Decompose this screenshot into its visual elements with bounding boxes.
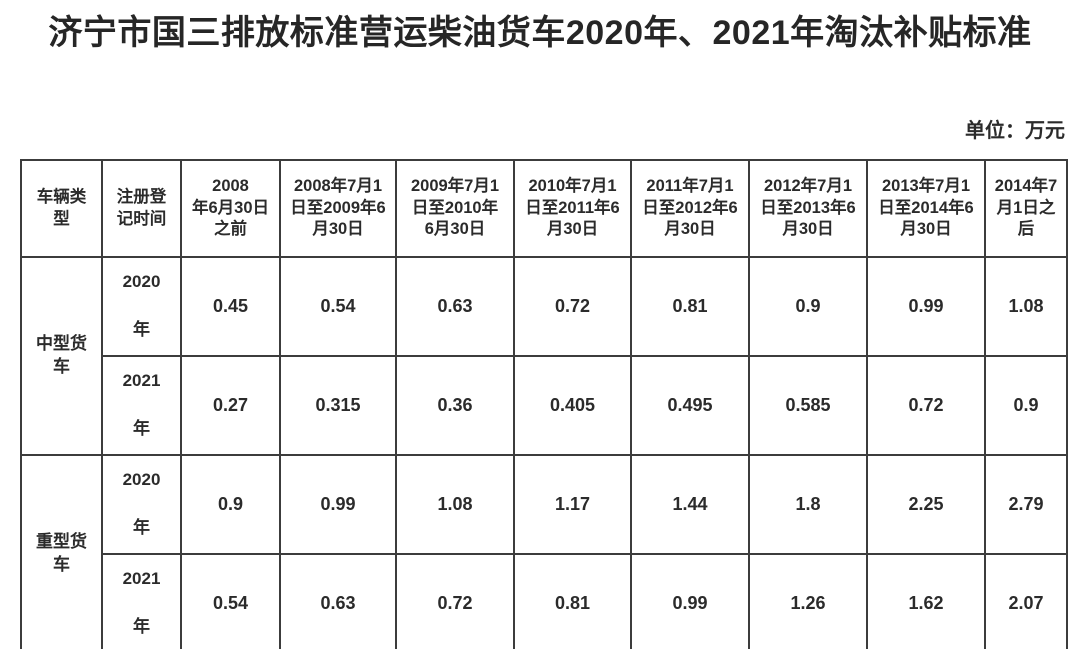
subsidy-value: 1.62	[866, 552, 986, 649]
table-row-medium-2021: 2021 年 0.27 0.315 0.36 0.405 0.495 0.585…	[21, 354, 1068, 456]
subsidy-value: 0.63	[395, 256, 515, 357]
header-period-8: 2014年7 月1日之 后	[984, 159, 1068, 258]
vehicle-type-heavy-truck: 重型货 车	[20, 453, 103, 649]
subsidy-value: 1.26	[748, 552, 868, 649]
registration-year-2020: 2020 年	[101, 453, 182, 555]
table-row-heavy-2021: 2021 年 0.54 0.63 0.72 0.81 0.99 1.26 1.6…	[21, 552, 1068, 649]
header-period-2: 2008年7月1 日至2009年6 月30日	[279, 159, 397, 258]
registration-year-2021: 2021 年	[101, 354, 182, 456]
subsidy-value: 1.8	[748, 453, 868, 555]
subsidy-value: 2.79	[984, 453, 1068, 555]
subsidy-table: 车辆类 型 注册登 记时间 2008 年6月30日 之前 2008年7月1 日至…	[20, 159, 1068, 649]
header-period-4: 2010年7月1 日至2011年6 月30日	[513, 159, 632, 258]
subsidy-value: 0.81	[630, 256, 750, 357]
header-period-5: 2011年7月1 日至2012年6 月30日	[630, 159, 750, 258]
subsidy-value: 0.63	[279, 552, 397, 649]
subsidy-value: 2.25	[866, 453, 986, 555]
vehicle-type-medium-truck: 中型货 车	[20, 256, 103, 456]
header-period-1: 2008 年6月30日 之前	[180, 159, 281, 258]
subsidy-value: 0.81	[513, 552, 632, 649]
subsidy-value: 1.08	[395, 453, 515, 555]
subsidy-value: 0.405	[513, 354, 632, 456]
unit-label: 单位：万元	[965, 120, 1065, 142]
header-period-7: 2013年7月1 日至2014年6 月30日	[866, 159, 986, 258]
registration-year-2020: 2020 年	[101, 256, 182, 357]
subsidy-value: 0.72	[513, 256, 632, 357]
header-period-6: 2012年7月1 日至2013年6 月30日	[748, 159, 868, 258]
subsidy-value: 0.315	[279, 354, 397, 456]
subsidy-value: 1.44	[630, 453, 750, 555]
subsidy-value: 0.495	[630, 354, 750, 456]
header-registration-time: 注册登 记时间	[101, 159, 182, 258]
registration-year-2021: 2021 年	[101, 552, 182, 649]
subsidy-value: 0.27	[180, 354, 281, 456]
subsidy-value: 0.99	[279, 453, 397, 555]
page-title: 济宁市国三排放标准营运柴油货车2020年、2021年淘汰补贴标准	[48, 14, 1032, 52]
subsidy-value: 1.08	[984, 256, 1068, 357]
subsidy-value: 2.07	[984, 552, 1068, 649]
subsidy-value: 0.99	[630, 552, 750, 649]
subsidy-value: 1.17	[513, 453, 632, 555]
subsidy-value: 0.9	[180, 453, 281, 555]
subsidy-value: 0.54	[279, 256, 397, 357]
header-row: 车辆类 型 注册登 记时间 2008 年6月30日 之前 2008年7月1 日至…	[20, 159, 1068, 258]
subsidy-value: 0.36	[395, 354, 515, 456]
subsidy-value: 0.9	[984, 354, 1068, 456]
subsidy-value: 0.72	[866, 354, 986, 456]
subsidy-value: 0.45	[180, 256, 281, 357]
subsidy-value: 0.585	[748, 354, 868, 456]
table-row-medium-2020: 中型货 车 2020 年 0.45 0.54 0.63 0.72 0.81 0.…	[20, 256, 1068, 456]
subsidy-value: 0.54	[180, 552, 281, 649]
subsidy-value: 0.99	[866, 256, 986, 357]
table-row-heavy-2020: 重型货 车 2020 年 0.9 0.99 1.08 1.17 1.44 1.8…	[20, 453, 1068, 649]
subsidy-value: 0.9	[748, 256, 868, 357]
header-period-3: 2009年7月1 日至2010年 6月30日	[395, 159, 515, 258]
header-vehicle-type: 车辆类 型	[20, 159, 103, 258]
subsidy-value: 0.72	[395, 552, 515, 649]
